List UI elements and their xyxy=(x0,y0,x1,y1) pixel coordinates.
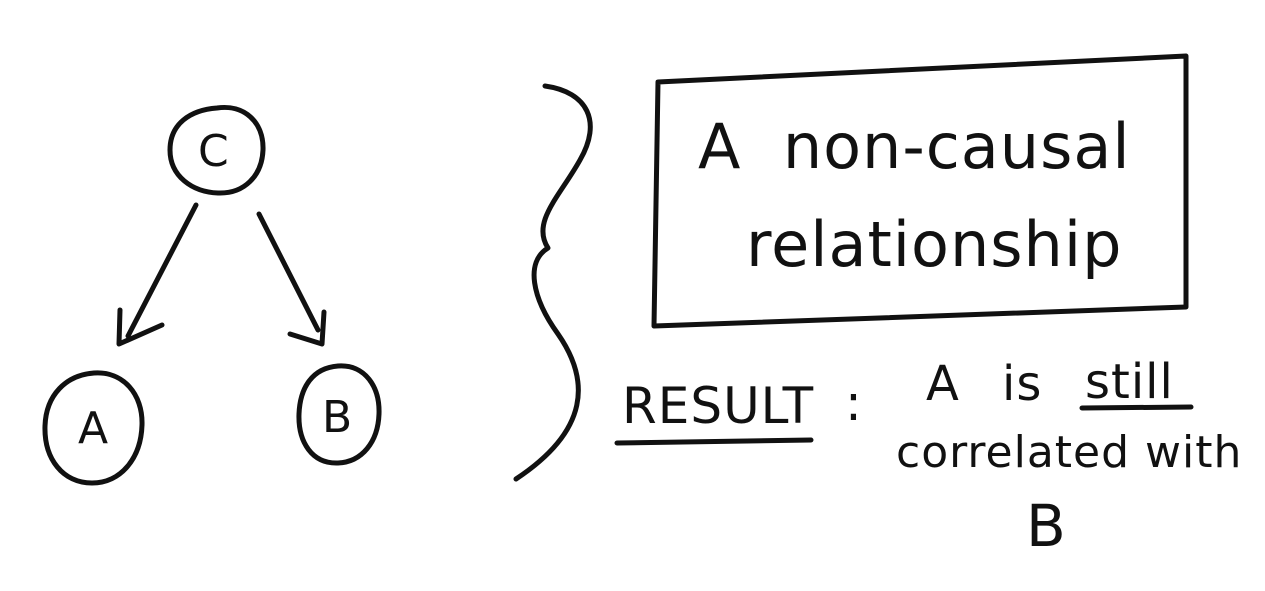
result-text-is: is xyxy=(1002,356,1042,412)
node-a: A xyxy=(42,370,145,486)
node-c-circle xyxy=(167,104,266,196)
node-a-label: A xyxy=(78,403,108,454)
box-outline xyxy=(651,53,1189,329)
box-line-2: relationship xyxy=(746,208,1122,281)
edge-c-to-b-line xyxy=(256,211,321,333)
node-b-circle xyxy=(296,363,382,466)
result-statement: A is still correlated with B xyxy=(896,354,1242,560)
result-line-2: correlated with xyxy=(896,427,1242,478)
node-c-label: C xyxy=(198,126,229,177)
node-b-label: B xyxy=(322,392,352,443)
curly-brace xyxy=(513,83,593,482)
edge-c-to-a xyxy=(116,202,199,347)
edge-c-to-b-arrowhead xyxy=(287,309,327,347)
result-underline xyxy=(614,437,814,446)
result-line-3: B xyxy=(1026,492,1066,560)
result-label-text: RESULT xyxy=(622,377,814,435)
node-c: C xyxy=(167,104,266,196)
non-causal-box: A non-causal relationship xyxy=(651,53,1189,329)
edge-c-to-b xyxy=(256,211,327,347)
result-label: RESULT : xyxy=(614,374,863,446)
edge-c-to-a-line xyxy=(125,202,199,339)
node-a-circle xyxy=(42,370,145,486)
edge-c-to-a-arrowhead xyxy=(116,307,165,347)
node-b: B xyxy=(296,363,382,466)
box-line-1: A non-causal xyxy=(698,110,1131,183)
result-text-still: still xyxy=(1085,354,1174,410)
result-text-a: A xyxy=(926,356,960,412)
result-colon: : xyxy=(845,374,863,432)
still-underline xyxy=(1079,404,1194,411)
